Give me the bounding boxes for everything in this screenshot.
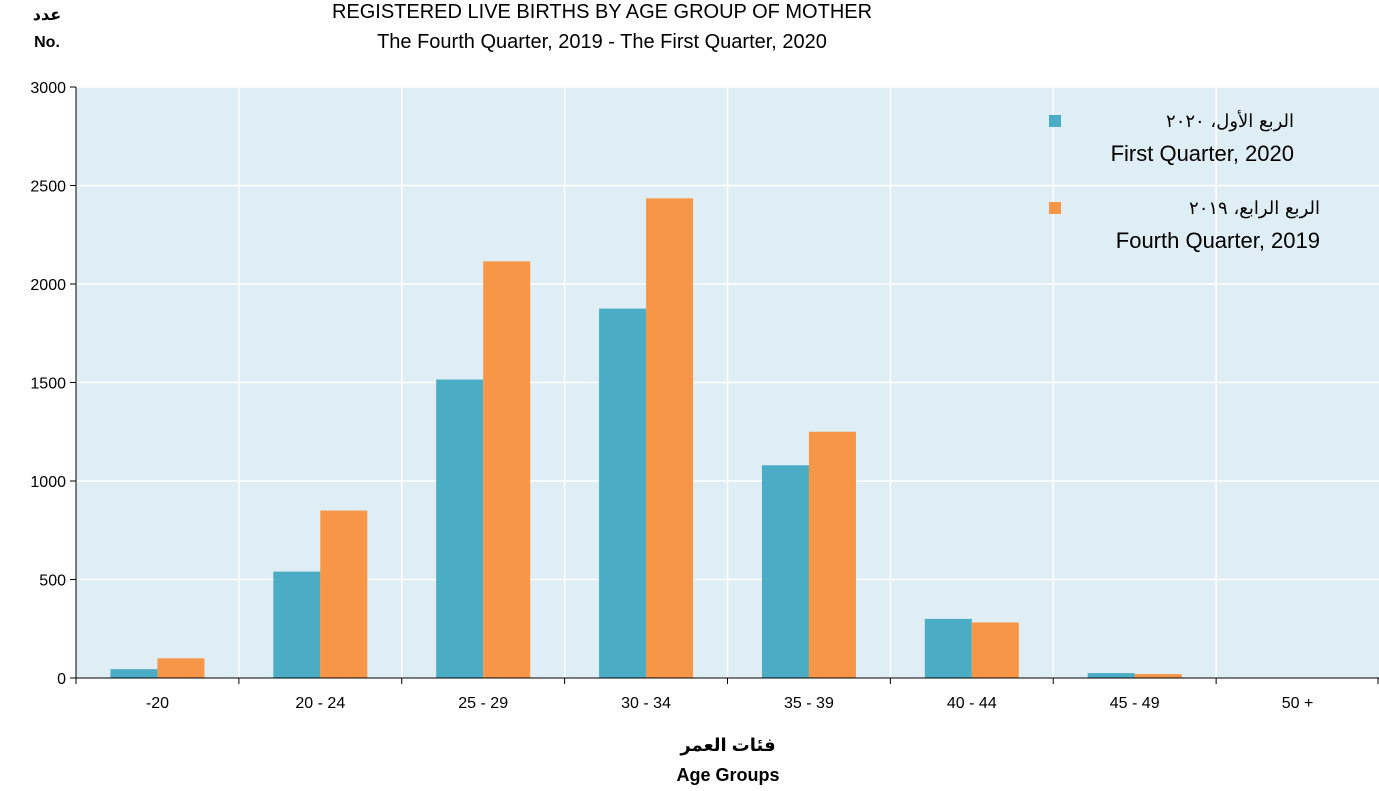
- x-tick-label: 25 - 29: [458, 695, 508, 712]
- y-tick-label: 500: [39, 573, 66, 590]
- y-tick-label: 1500: [30, 376, 66, 393]
- legend-label-first-quarter-2020: First Quarter, 2020: [1111, 141, 1294, 166]
- bar-fourth-quarter-2019: [808, 431, 856, 678]
- x-tick-label: 20 - 24: [295, 695, 345, 712]
- bar-fourth-quarter-2019: [320, 510, 368, 678]
- y-tick-label: 2500: [30, 179, 66, 196]
- bar-first-quarter-2020: [436, 379, 484, 678]
- bar-first-quarter-2020: [110, 669, 158, 678]
- x-axis-label: Age Groups: [676, 765, 779, 785]
- bar-first-quarter-2020: [924, 618, 972, 678]
- bar-fourth-quarter-2019: [483, 261, 531, 678]
- y-tick-label: 3000: [30, 80, 66, 97]
- legend: الربع الأول، ٢٠٢٠ First Quarter, 2020 ال…: [1049, 109, 1320, 253]
- legend-label-fourth-quarter-2019: Fourth Quarter, 2019: [1116, 228, 1320, 253]
- bar-fourth-quarter-2019: [157, 658, 205, 678]
- bar-first-quarter-2020: [1087, 673, 1135, 678]
- y-tick-label: 0: [57, 671, 66, 688]
- x-axis-label-arabic: فئات العمر: [679, 735, 775, 756]
- x-tick-label: 40 - 44: [947, 695, 997, 712]
- bar-first-quarter-2020: [761, 465, 809, 678]
- x-tick-label: 35 - 39: [784, 695, 834, 712]
- legend-label-first-quarter-2020-arabic: الربع الأول، ٢٠٢٠: [1166, 109, 1294, 132]
- y-tick-label: 2000: [30, 277, 66, 294]
- x-tick-label: 45 - 49: [1110, 695, 1160, 712]
- x-tick-label: 50 +: [1282, 695, 1314, 712]
- bar-first-quarter-2020: [273, 571, 321, 678]
- bars: [110, 198, 1182, 678]
- y-axis-label-arabic: عدد: [33, 7, 61, 24]
- x-tick-labels: -20 20 - 24 25 - 29 30 - 34 35 - 39 40 - 44 45…: [75, 678, 1379, 712]
- bar-fourth-quarter-2019: [646, 198, 694, 678]
- gridlines: [76, 86, 1379, 678]
- legend-swatch-first-quarter-2020: [1049, 115, 1061, 127]
- y-axis-label: No.: [34, 34, 60, 51]
- bar-first-quarter-2020: [599, 308, 647, 678]
- x-tick-label: -20: [146, 695, 169, 712]
- y-tick-labels: 0 500 1000 1500 2000 2500 3000: [30, 80, 76, 688]
- x-tick-label: 30 - 34: [621, 695, 671, 712]
- legend-swatch-fourth-quarter-2019: [1049, 202, 1061, 214]
- legend-label-fourth-quarter-2019-arabic: الربع الرابع، ٢٠١٩: [1189, 198, 1320, 219]
- chart-subtitle: The Fourth Quarter, 2019 - The First Qua…: [377, 31, 827, 53]
- bar-fourth-quarter-2019: [971, 622, 1019, 678]
- bar-fourth-quarter-2019: [1134, 674, 1182, 678]
- chart-title: REGISTERED LIVE BIRTHS BY AGE GROUP OF M…: [332, 1, 872, 23]
- y-tick-label: 1000: [30, 474, 66, 491]
